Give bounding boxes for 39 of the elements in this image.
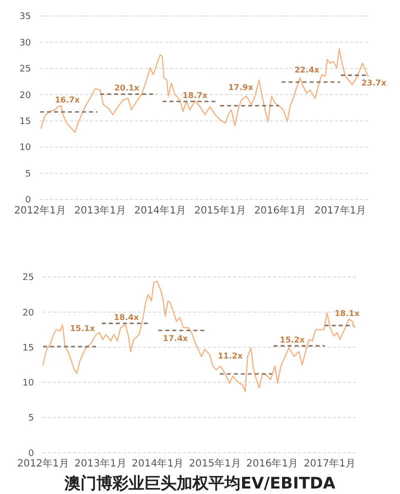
annotation: 18.1x <box>334 308 360 318</box>
y-tick-label: 0 <box>28 448 34 459</box>
y-tick-label: 5 <box>25 169 31 180</box>
x-tick-label: 2017年1月 <box>304 458 356 470</box>
y-tick-label: 10 <box>20 143 32 154</box>
annotation: 22.4x <box>294 66 320 75</box>
y-tick-label: 35 <box>20 12 31 22</box>
y-tick-label: 5 <box>28 414 34 424</box>
x-tick-label: 2013年1月 <box>74 204 126 216</box>
y-tick-label: 30 <box>20 38 32 48</box>
annotation: 18.4x <box>114 312 140 322</box>
y-tick-label: 0 <box>25 196 32 206</box>
y-tick-label: 20 <box>22 308 34 318</box>
y-tick-label: 25 <box>20 64 31 75</box>
annotation: 23.7x <box>361 78 388 88</box>
annotation: 18.7x <box>182 90 208 100</box>
x-tick-label: 2016年1月 <box>254 204 306 216</box>
x-tick-label: 2016年1月 <box>246 458 298 470</box>
annotation: 15.1x <box>70 324 96 334</box>
y-tick-label: 15 <box>22 343 34 354</box>
annotation: 17.9x <box>228 83 254 92</box>
annotation: 15.2x <box>280 335 306 344</box>
x-tick-label: 2014年1月 <box>134 204 186 216</box>
annotation: 16.7x <box>54 95 81 104</box>
y-tick-label: 15 <box>20 117 31 128</box>
x-tick-label: 2015年1月 <box>194 204 246 216</box>
y-tick-label: 20 <box>20 90 32 101</box>
x-tick-label: 2014年1月 <box>132 458 184 470</box>
text: 澳门博彩业巨头加权平均EV/EBITDA <box>64 474 336 493</box>
y-tick-label: 25 <box>22 273 34 284</box>
y-tick-label: 10 <box>22 378 34 389</box>
x-tick-label: 2015年1月 <box>189 458 241 470</box>
x-tick-label: 2017年1月 <box>314 204 366 216</box>
x-tick-label: 2012年1月 <box>14 204 66 216</box>
x-tick-label: 2013年1月 <box>74 458 126 470</box>
annotation: 17.4x <box>162 334 189 343</box>
annotation: 11.2x <box>218 351 244 360</box>
annotation: 20.1x <box>114 84 140 93</box>
x-tick-label: 2012年1月 <box>17 458 69 470</box>
